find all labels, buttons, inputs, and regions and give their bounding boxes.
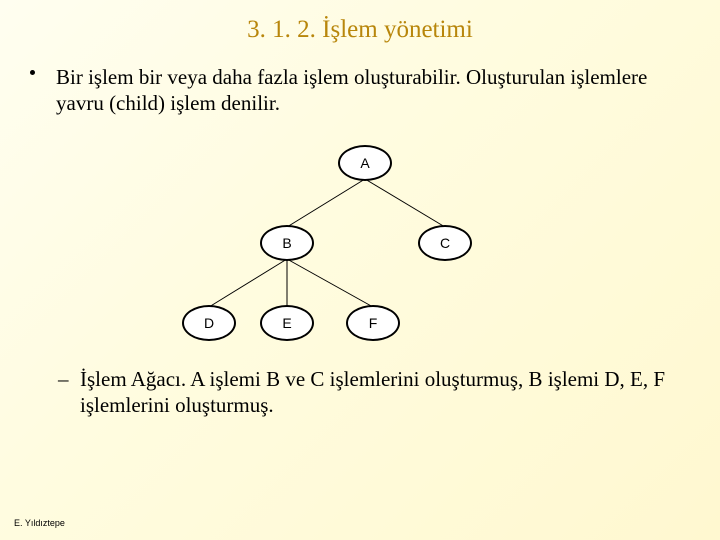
body-paragraph: Bir işlem bir veya daha fazla işlem oluş… bbox=[0, 52, 720, 117]
body-text: Bir işlem bir veya daha fazla işlem oluş… bbox=[56, 65, 647, 115]
process-tree-diagram: A B C DEF bbox=[0, 127, 720, 362]
tree-node-c: C bbox=[418, 225, 472, 261]
tree-node-a: A bbox=[338, 145, 392, 181]
footer-author: E. Yıldıztepe bbox=[14, 518, 65, 528]
tree-node-e: E bbox=[260, 305, 314, 341]
tree-node-d: D bbox=[182, 305, 236, 341]
slide-title: 3. 1. 2. İşlem yönetimi bbox=[0, 0, 720, 52]
bullet-icon bbox=[30, 70, 35, 75]
caption-text: İşlem Ağacı. A işlemi B ve C işlemlerini… bbox=[80, 367, 665, 417]
tree-node-f: F bbox=[346, 305, 400, 341]
caption-paragraph: – İşlem Ağacı. A işlemi B ve C işlemleri… bbox=[0, 362, 720, 419]
tree-node-b: B bbox=[260, 225, 314, 261]
dash-bullet: – bbox=[58, 366, 69, 392]
